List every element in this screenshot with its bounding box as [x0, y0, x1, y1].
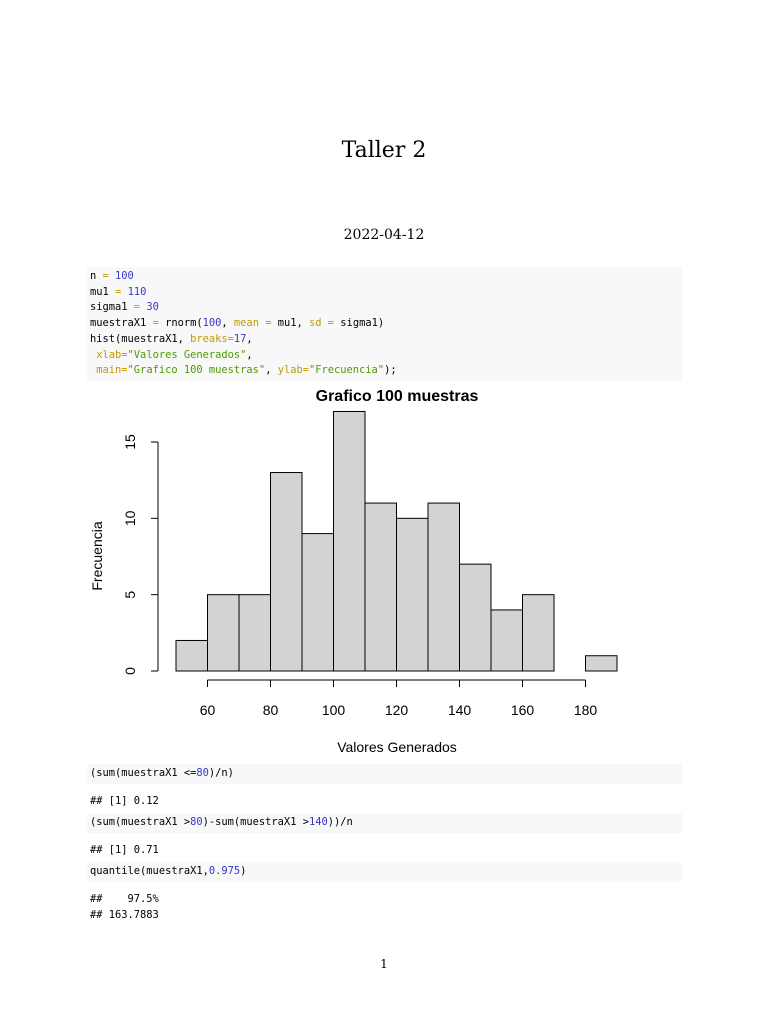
code-token: 80 [196, 767, 209, 779]
code-token: breaks= [190, 332, 234, 345]
code-token: hist(muestraX1, [90, 332, 191, 345]
histogram-bar [459, 563, 492, 672]
code-line: sigma1 = 30 [90, 301, 159, 313]
code-token: n [90, 270, 103, 282]
code-token: rnorm( [158, 317, 203, 330]
histogram-bar [333, 410, 366, 672]
y-tick-label: 10 [122, 510, 138, 526]
code-line: hist(muestraX1, breaks=17, [90, 333, 253, 345]
code-token: ); [384, 364, 397, 377]
code-token: 80 [190, 816, 203, 828]
x-tick-label: 60 [200, 702, 216, 718]
code-line: muestraX1 = rnorm(100, mean = mu1, sd = … [90, 317, 384, 329]
code-token: quantile(muestraX1, [90, 865, 209, 877]
code-token: sd = [309, 317, 335, 330]
code-line: n = 100 [90, 270, 134, 282]
output-proportion-le-80: ## [1] 0.12 [90, 795, 159, 807]
code-line: mu1 = 110 [90, 286, 146, 298]
code-block-proportion-80-140: (sum(muestraX1 >80)-sum(muestraX1 >140))… [87, 813, 682, 833]
histogram-bar [238, 594, 271, 672]
code-block-simulation: n = 100 mu1 = 110 sigma1 = 30 muestraX1 … [87, 267, 682, 381]
code-line: (sum(muestraX1 >80)-sum(muestraX1 >140))… [90, 816, 353, 828]
code-token: ylab= [277, 364, 309, 377]
code-token: mean = [233, 317, 272, 330]
code-token: , [265, 364, 278, 377]
chart-title: Grafico 100 muestras [316, 388, 479, 405]
code-line: main="Grafico 100 muestras", ylab="Frecu… [90, 364, 397, 377]
document-title: Taller 2 [341, 138, 427, 163]
histogram-bar [270, 472, 303, 672]
code-block-proportion-le-80: (sum(muestraX1 <=80)/n) [87, 764, 682, 784]
code-token: 100 [202, 317, 222, 330]
page-number: 1 [380, 957, 388, 971]
histogram-bar [207, 594, 240, 672]
code-token: 30 [146, 301, 159, 314]
histogram-chart: Grafico 100 muestras 60 80 100 120 140 160 180 0… [89, 388, 618, 755]
histogram-bar [301, 533, 334, 672]
histogram-bar [427, 502, 460, 672]
document-date: 2022-04-12 [343, 227, 425, 243]
y-axis-label: Frecuencia [89, 521, 105, 590]
code-token: (sum(muestraX1 <= [90, 767, 197, 779]
code-line: xlab="Valores Generados", [90, 348, 253, 361]
code-line: quantile(muestraX1,0.975) [90, 865, 246, 877]
histogram-bar [522, 594, 555, 672]
code-token: ))/n [327, 816, 353, 828]
y-tick-label: 5 [122, 591, 138, 599]
x-axis-label: Valores Generados [337, 739, 457, 755]
output-quantile-value: ## 163.7883 [90, 909, 159, 921]
y-tick-label: 0 [122, 667, 138, 675]
code-token: sigma1) [334, 317, 385, 330]
output-quantile-header: ## 97.5% [90, 893, 159, 905]
code-token: ) [240, 865, 247, 877]
code-token: = [102, 270, 109, 282]
code-token: , [221, 317, 234, 330]
y-tick-label: 15 [122, 434, 138, 450]
code-token: = [115, 285, 122, 298]
histogram-bar [396, 517, 429, 672]
code-token: mu1 [90, 285, 116, 298]
x-tick-label: 160 [511, 702, 535, 718]
code-token: 0.975 [208, 865, 241, 877]
x-tick-label: 180 [574, 702, 598, 718]
code-token: , [246, 332, 253, 345]
code-token: sigma1 [90, 301, 134, 314]
code-token: 17 [233, 332, 247, 345]
code-token: mu1, [271, 317, 310, 330]
code-token: (sum(muestraX1 > [90, 816, 191, 828]
code-token: , [246, 348, 253, 361]
code-token: )-sum(muestraX1 > [202, 816, 309, 828]
code-block-quantile: quantile(muestraX1,0.975) [87, 862, 682, 882]
code-token: 110 [127, 285, 147, 298]
code-token: = [152, 317, 159, 330]
code-line: (sum(muestraX1 <=80)/n) [90, 767, 234, 779]
x-tick-label: 140 [448, 702, 472, 718]
code-token: = [133, 301, 141, 314]
histogram-bar [175, 639, 208, 672]
code-token: 140 [308, 816, 328, 828]
code-token: "Frecuencia" [308, 364, 385, 377]
x-tick-label: 120 [385, 702, 409, 718]
code-token: main= [96, 364, 128, 377]
histogram-bar [490, 609, 523, 672]
code-token: )/n) [208, 767, 234, 779]
x-tick-label: 100 [322, 702, 346, 718]
code-token: xlab= [96, 348, 128, 361]
histogram-bar [364, 502, 397, 672]
code-token: 100 [115, 270, 134, 282]
code-token: muestraX1 [90, 317, 153, 330]
code-token: "Valores Generados" [127, 348, 247, 361]
x-tick-label: 80 [263, 702, 279, 718]
code-token: "Grafico 100 muestras" [127, 364, 266, 377]
output-proportion-80-140: ## [1] 0.71 [90, 844, 159, 856]
histogram-bar [585, 655, 618, 672]
